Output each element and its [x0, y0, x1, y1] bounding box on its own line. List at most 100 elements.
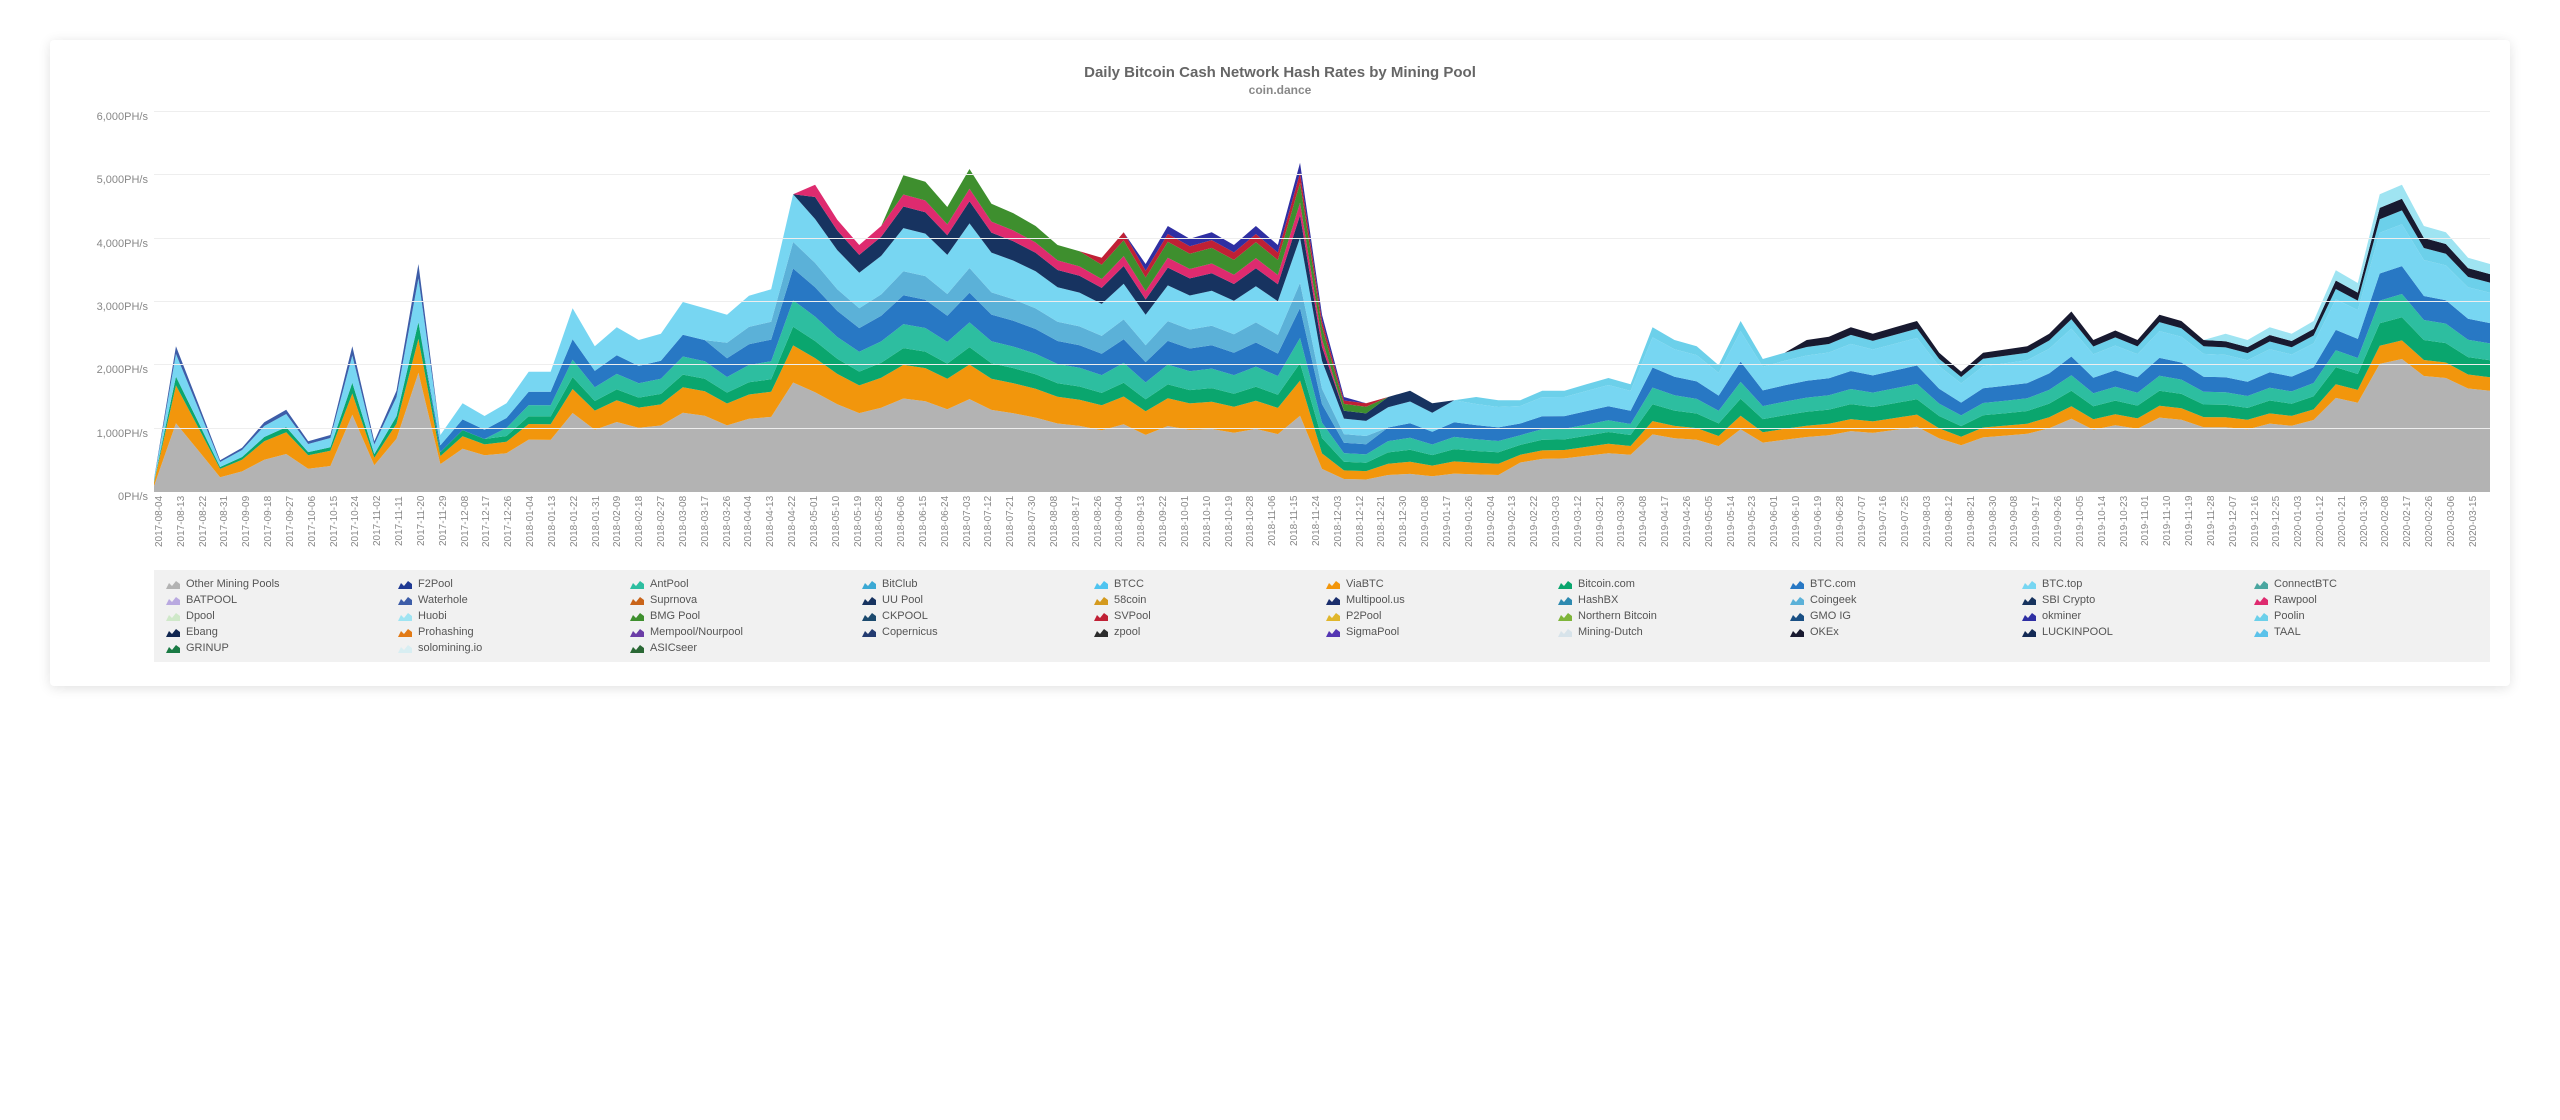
legend-item[interactable]: P2Pool	[1326, 610, 1550, 622]
legend-swatch-icon	[398, 611, 412, 621]
legend-item[interactable]: SigmaPool	[1326, 626, 1550, 638]
x-tick: 2019-09-17	[2031, 496, 2053, 558]
legend-item[interactable]: Northern Bitcoin	[1558, 610, 1782, 622]
legend-item[interactable]: F2Pool	[398, 578, 622, 590]
plot-wrap: 6,000PH/s5,000PH/s4,000PH/s3,000PH/s2,00…	[70, 111, 2490, 492]
x-tick: 2019-06-10	[1791, 496, 1813, 558]
x-tick: 2018-04-22	[787, 496, 809, 558]
legend-item[interactable]: ConnectBTC	[2254, 578, 2478, 590]
x-tick: 2019-04-08	[1638, 496, 1660, 558]
legend-label: Bitcoin.com	[1578, 578, 1635, 590]
x-tick: 2017-11-11	[394, 496, 416, 558]
x-tick: 2020-03-06	[2446, 496, 2468, 558]
legend-item[interactable]: TAAL	[2254, 626, 2478, 638]
legend-label: Rawpool	[2274, 594, 2317, 606]
legend-item[interactable]: GRINUP	[166, 642, 390, 654]
legend-item[interactable]: SVPool	[1094, 610, 1318, 622]
legend-item[interactable]: Mining-Dutch	[1558, 626, 1782, 638]
legend-item[interactable]: BTCC	[1094, 578, 1318, 590]
legend-item[interactable]: BATPOOL	[166, 594, 390, 606]
legend-swatch-icon	[630, 627, 644, 637]
legend-item[interactable]: okminer	[2022, 610, 2246, 622]
legend-item[interactable]: ViaBTC	[1326, 578, 1550, 590]
chart-title: Daily Bitcoin Cash Network Hash Rates by…	[70, 64, 2490, 81]
x-tick: 2018-03-17	[700, 496, 722, 558]
legend-item[interactable]: GMO IG	[1790, 610, 2014, 622]
legend-item[interactable]: Bitcoin.com	[1558, 578, 1782, 590]
legend-item[interactable]: Dpool	[166, 610, 390, 622]
legend-item[interactable]: OKEx	[1790, 626, 2014, 638]
legend-item[interactable]: AntPool	[630, 578, 854, 590]
x-tick: 2019-09-08	[2009, 496, 2031, 558]
legend-label: SBI Crypto	[2042, 594, 2095, 606]
legend-item[interactable]: zpool	[1094, 626, 1318, 638]
legend-item[interactable]: Prohashing	[398, 626, 622, 638]
legend-swatch-icon	[1326, 611, 1340, 621]
grid-line	[154, 111, 2490, 112]
legend-swatch-icon	[1558, 579, 1572, 589]
x-tick: 2019-02-22	[1529, 496, 1551, 558]
legend-label: Suprnova	[650, 594, 697, 606]
x-tick: 2019-10-05	[2075, 496, 2097, 558]
x-tick: 2019-01-08	[1420, 496, 1442, 558]
legend-item[interactable]: BTC.com	[1790, 578, 2014, 590]
x-tick: 2018-11-06	[1267, 496, 1289, 558]
x-tick: 2018-07-21	[1005, 496, 1027, 558]
x-tick: 2018-09-22	[1158, 496, 1180, 558]
x-tick: 2018-06-24	[940, 496, 962, 558]
legend-label: Mempool/Nourpool	[650, 626, 743, 638]
legend-item[interactable]: Suprnova	[630, 594, 854, 606]
x-tick: 2018-03-08	[678, 496, 700, 558]
legend-label: ConnectBTC	[2274, 578, 2337, 590]
x-tick: 2019-12-16	[2250, 496, 2272, 558]
legend-label: ASICseer	[650, 642, 697, 654]
legend-item[interactable]: CKPOOL	[862, 610, 1086, 622]
x-tick: 2018-06-06	[896, 496, 918, 558]
stacked-area-svg	[154, 112, 2490, 492]
legend-item[interactable]: Copernicus	[862, 626, 1086, 638]
legend-item[interactable]: Rawpool	[2254, 594, 2478, 606]
legend-item[interactable]: BitClub	[862, 578, 1086, 590]
x-tick: 2019-02-13	[1507, 496, 1529, 558]
legend: Other Mining Pools F2Pool AntPool BitClub BT…	[154, 570, 2490, 662]
x-tick: 2019-01-17	[1442, 496, 1464, 558]
legend-item[interactable]: 58coin	[1094, 594, 1318, 606]
legend-item[interactable]: Ebang	[166, 626, 390, 638]
legend-item[interactable]: Waterhole	[398, 594, 622, 606]
x-tick: 2019-07-07	[1857, 496, 1879, 558]
legend-swatch-icon	[2022, 579, 2036, 589]
legend-item[interactable]: BTC.top	[2022, 578, 2246, 590]
x-tick: 2019-12-07	[2228, 496, 2250, 558]
legend-item[interactable]: LUCKINPOOL	[2022, 626, 2246, 638]
legend-label: Ebang	[186, 626, 218, 638]
legend-label: Other Mining Pools	[186, 578, 280, 590]
legend-label: ViaBTC	[1346, 578, 1384, 590]
legend-item[interactable]: Poolin	[2254, 610, 2478, 622]
legend-item[interactable]: Other Mining Pools	[166, 578, 390, 590]
x-tick: 2018-10-28	[1245, 496, 1267, 558]
x-tick: 2017-12-26	[503, 496, 525, 558]
legend-item[interactable]: SBI Crypto	[2022, 594, 2246, 606]
legend-item[interactable]: HashBX	[1558, 594, 1782, 606]
legend-item[interactable]: Coingeek	[1790, 594, 2014, 606]
legend-item[interactable]: BMG Pool	[630, 610, 854, 622]
legend-item[interactable]: ASICseer	[630, 642, 854, 654]
legend-item[interactable]: UU Pool	[862, 594, 1086, 606]
legend-swatch-icon	[630, 595, 644, 605]
legend-item[interactable]: Huobi	[398, 610, 622, 622]
legend-label: OKEx	[1810, 626, 1839, 638]
legend-item[interactable]: Multipool.us	[1326, 594, 1550, 606]
x-tick: 2018-12-21	[1376, 496, 1398, 558]
grid-line	[154, 364, 2490, 365]
legend-label: F2Pool	[418, 578, 453, 590]
x-tick: 2020-02-26	[2424, 496, 2446, 558]
x-tick: 2018-05-19	[853, 496, 875, 558]
x-tick: 2019-09-26	[2053, 496, 2075, 558]
legend-label: BATPOOL	[186, 594, 237, 606]
legend-swatch-icon	[862, 595, 876, 605]
x-tick: 2018-07-30	[1027, 496, 1049, 558]
legend-swatch-icon	[1094, 611, 1108, 621]
legend-item[interactable]: Mempool/Nourpool	[630, 626, 854, 638]
legend-label: Northern Bitcoin	[1578, 610, 1657, 622]
legend-item[interactable]: solomining.io	[398, 642, 622, 654]
